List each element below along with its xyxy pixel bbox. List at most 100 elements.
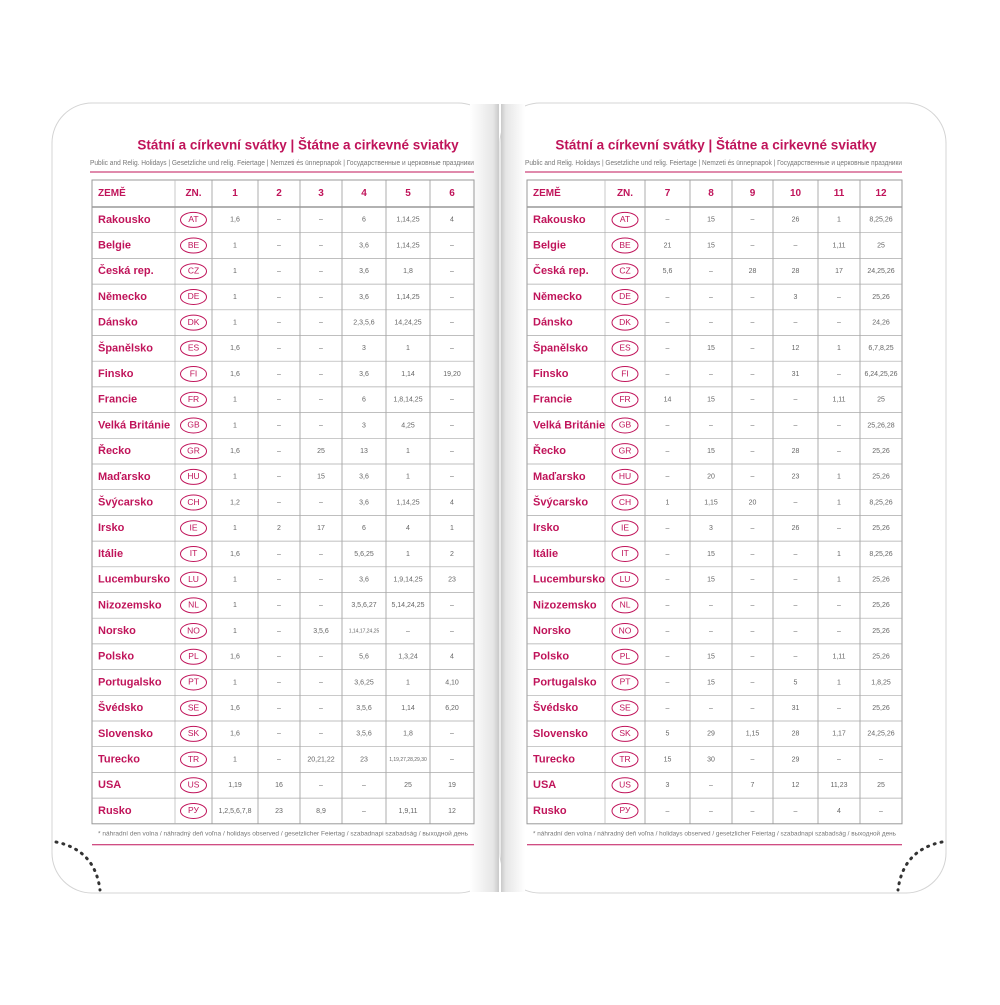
code-oval [611, 237, 639, 254]
holiday-days: 5,6 [359, 654, 369, 661]
holiday-days: 31 [792, 371, 800, 378]
holiday-days: – [277, 319, 281, 326]
holiday-days: – [319, 602, 323, 609]
holiday-days: 25 [877, 242, 885, 249]
holiday-days: 1 [233, 679, 237, 686]
code-oval [180, 777, 207, 794]
country-name: Česká rep. [98, 264, 154, 277]
holiday-days: – [794, 654, 798, 661]
country-name: Belgie [98, 239, 131, 251]
code-oval [180, 366, 207, 383]
holiday-days: – [709, 294, 713, 301]
holiday-days: 1 [233, 525, 237, 532]
holiday-days: – [794, 602, 798, 609]
holiday-days: – [666, 551, 670, 558]
holiday-days: 30 [707, 756, 715, 763]
holiday-days: – [879, 756, 883, 763]
holiday-days: 6,20 [445, 705, 459, 712]
column-header: 4 [361, 188, 367, 199]
holiday-days: 1,14,17,24,25 [349, 628, 380, 634]
page-title: Státní a církevní svátky | Štátne a cirk… [555, 138, 877, 153]
code-oval [611, 751, 639, 768]
holiday-days: – [277, 654, 281, 661]
country-name: Norsko [98, 625, 136, 637]
holiday-days: – [277, 499, 281, 506]
country-code: IE [189, 523, 197, 533]
country-code: GR [619, 445, 632, 455]
holiday-days: 1,15 [746, 731, 760, 738]
column-header: 10 [790, 188, 802, 199]
holiday-days: 1,15 [704, 499, 718, 506]
holiday-days: – [277, 422, 281, 429]
holiday-days: – [319, 705, 323, 712]
holiday-days: – [319, 268, 323, 275]
country-code: NL [188, 600, 199, 610]
holiday-days: 4,25 [401, 422, 415, 429]
holiday-days: – [277, 474, 281, 481]
holiday-days: – [319, 654, 323, 661]
holiday-days: 8,25,26 [869, 217, 892, 224]
holiday-days: – [751, 371, 755, 378]
column-header: ZEMĚ [98, 186, 126, 199]
code-oval [180, 623, 207, 640]
holiday-days: 15 [317, 474, 325, 481]
holiday-days: – [450, 731, 454, 738]
holiday-days: – [666, 448, 670, 455]
code-oval [611, 674, 639, 691]
holiday-days: 5,6,25 [354, 551, 374, 558]
code-oval [180, 443, 207, 460]
holiday-days: 17 [835, 268, 843, 275]
holiday-days: 3 [709, 525, 713, 532]
country-code: FI [190, 368, 198, 378]
country-name: Dánsko [533, 317, 573, 329]
code-oval [180, 648, 207, 665]
holiday-days: – [277, 217, 281, 224]
holiday-days: – [751, 551, 755, 558]
holiday-days: 1,17 [832, 731, 846, 738]
holiday-days: – [879, 808, 883, 815]
footnote: * náhradní den volna / náhradný deň voľn… [98, 830, 468, 838]
holiday-days: – [277, 397, 281, 404]
holiday-days: – [319, 551, 323, 558]
holiday-days: 25 [877, 397, 885, 404]
holiday-days: 15 [707, 397, 715, 404]
holiday-days: – [837, 628, 841, 635]
holiday-days: 1,8 [403, 268, 413, 275]
holiday-days: – [666, 628, 670, 635]
holiday-days: – [450, 602, 454, 609]
holiday-days: 1,19,27,28,29,30 [389, 757, 427, 763]
holiday-days: – [319, 679, 323, 686]
country-name: Norsko [533, 625, 571, 637]
holiday-days: 16 [275, 782, 283, 789]
country-name: Maďarsko [533, 471, 586, 483]
holiday-days: 15 [707, 242, 715, 249]
country-code: TR [619, 754, 630, 764]
holiday-days: 1 [233, 242, 237, 249]
holiday-days: 1,11 [832, 397, 845, 404]
holiday-days: – [450, 345, 454, 352]
holiday-days: 1,14 [401, 371, 415, 378]
table-frame [91, 179, 475, 825]
holiday-days: 4 [450, 217, 454, 224]
holiday-days: – [709, 371, 713, 378]
code-oval [180, 288, 207, 305]
holiday-days: – [751, 217, 755, 224]
holiday-days: – [450, 628, 454, 635]
country-code: PT [188, 677, 199, 687]
holiday-days: 1,8,25 [871, 679, 891, 686]
holiday-days: 14,24,25 [394, 319, 421, 326]
holiday-days: – [450, 268, 454, 275]
country-name: Švédsko [533, 701, 579, 714]
holiday-days: 1,2,5,6,7,8 [218, 808, 251, 815]
country-code: SE [188, 702, 200, 712]
holiday-days: 1 [406, 551, 410, 558]
column-header: 3 [318, 188, 324, 199]
holiday-days: – [751, 345, 755, 352]
holiday-days: 20,21,22 [307, 756, 334, 763]
holiday-days: 23 [275, 808, 283, 815]
holiday-days: – [709, 268, 713, 275]
holiday-days: 15 [707, 345, 715, 352]
country-name: Nizozemsko [533, 599, 597, 611]
code-oval [180, 340, 207, 357]
column-header: 5 [405, 188, 411, 199]
